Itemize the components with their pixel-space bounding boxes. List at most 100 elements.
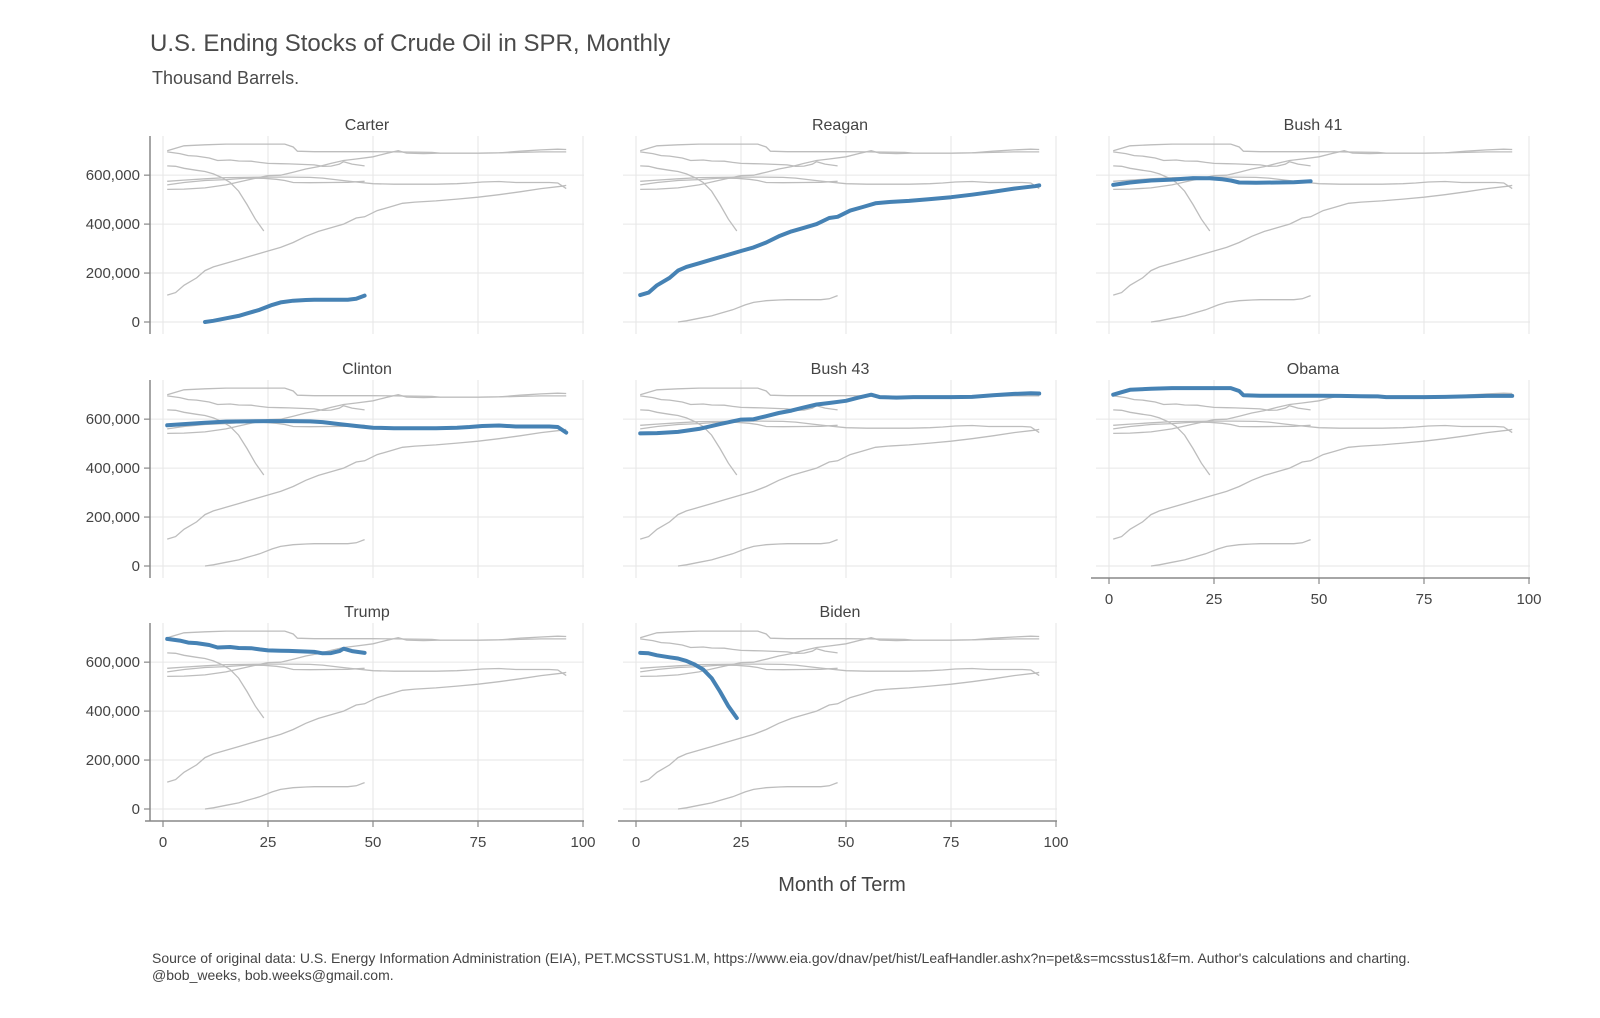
series-line-biden — [640, 409, 738, 476]
series-line-biden — [1113, 165, 1211, 232]
y-tick-label: 0 — [132, 558, 140, 575]
series-line-carter — [677, 781, 838, 810]
panel-title: Clinton — [342, 361, 392, 378]
series-line-trump — [640, 151, 838, 167]
series-line-carter — [677, 538, 838, 567]
highlight-line-trump — [165, 636, 367, 656]
series-line-clinton — [1113, 420, 1513, 434]
chart-subtitle: Thousand Barrels. — [152, 68, 300, 88]
series-line-obama — [640, 143, 1040, 154]
series-line-reagan — [167, 184, 567, 296]
x-tick-label: 75 — [470, 834, 487, 851]
panel-title: Biden — [820, 604, 861, 621]
series-line-biden — [640, 165, 738, 232]
x-tick-label: 25 — [260, 834, 277, 851]
series-line-carter — [204, 781, 365, 810]
x-tick-label: 0 — [632, 834, 640, 851]
series-line-trump — [640, 395, 838, 411]
highlight-line-bush-41 — [1111, 176, 1313, 187]
panel-reagan: Reagan — [623, 117, 1057, 334]
series-line-carter — [1150, 294, 1311, 323]
panel-title: Obama — [1287, 361, 1340, 378]
series-line-obama — [640, 630, 1040, 641]
series-line-obama — [1113, 143, 1513, 154]
x-tick-label: 0 — [1105, 591, 1113, 608]
series-line-bush-41 — [167, 177, 365, 186]
series-line-trump — [1113, 395, 1311, 411]
y-tick-label: 200,000 — [86, 752, 140, 769]
x-axis-label: Month of Term — [778, 874, 905, 896]
panel-bush-43: Bush 43 — [623, 361, 1057, 578]
series-line-clinton — [640, 420, 1040, 434]
series-line-bush-41 — [640, 177, 838, 186]
source-caption: Source of original data: U.S. Energy Inf… — [152, 950, 1411, 983]
x-tick-label: 50 — [838, 834, 855, 851]
panel-carter: Carter 0 200,000 400,000 600,000 — [86, 117, 584, 334]
series-line-obama — [167, 387, 567, 398]
highlight-line-bush-43 — [638, 391, 1042, 436]
series-line-clinton — [640, 176, 1040, 190]
y-tick-label: 200,000 — [86, 509, 140, 526]
x-tick-label: 75 — [943, 834, 960, 851]
series-line-bush-41 — [640, 421, 838, 430]
y-tick-label: 400,000 — [86, 703, 140, 720]
x-tick-label: 100 — [1043, 834, 1068, 851]
x-tick-label: 50 — [365, 834, 382, 851]
y-tick-label: 0 — [132, 314, 140, 331]
highlight-line-obama — [1111, 386, 1515, 400]
series-line-reagan — [640, 428, 1040, 540]
highlight-line-biden — [638, 650, 739, 720]
panel-title: Bush 43 — [811, 361, 870, 378]
series-line-clinton — [167, 663, 567, 677]
y-tick-label: 600,000 — [86, 411, 140, 428]
series-line-biden — [167, 409, 265, 476]
x-tick-label: 0 — [159, 834, 167, 851]
small-multiples-chart: Carter 0 200,000 400,000 600,000 Reagan Bush 4… — [86, 117, 1542, 896]
x-tick-label: 100 — [1516, 591, 1541, 608]
y-tick-label: 200,000 — [86, 265, 140, 282]
series-line-trump — [167, 395, 365, 411]
highlight-line-carter — [203, 293, 367, 324]
series-line-obama — [167, 630, 567, 641]
x-tick-label: 50 — [1311, 591, 1328, 608]
series-line-trump — [167, 151, 365, 167]
y-tick-label: 0 — [132, 801, 140, 818]
panel-title: Carter — [345, 117, 390, 134]
series-line-bush-41 — [167, 664, 365, 673]
series-line-reagan — [640, 671, 1040, 783]
highlight-line-reagan — [638, 183, 1042, 298]
panel-title: Reagan — [812, 117, 868, 134]
panel-clinton: Clinton 0 200,000 400,000 600,000 — [86, 361, 584, 578]
series-line-reagan — [1113, 428, 1513, 540]
series-line-bush-41 — [640, 664, 838, 673]
series-line-trump — [1113, 151, 1311, 167]
series-line-carter — [1150, 538, 1311, 567]
series-line-reagan — [167, 671, 567, 783]
x-tick-label: 25 — [733, 834, 750, 851]
panel-title: Bush 41 — [1284, 117, 1343, 134]
series-line-reagan — [1113, 184, 1513, 296]
y-tick-label: 400,000 — [86, 460, 140, 477]
panel-bush-41: Bush 41 — [1096, 117, 1530, 334]
series-line-bush-41 — [1113, 421, 1311, 430]
y-tick-label: 600,000 — [86, 167, 140, 184]
y-tick-label: 400,000 — [86, 216, 140, 233]
panel-obama: Obama 0 25 50 75 100 — [1091, 361, 1542, 608]
x-tick-label: 100 — [570, 834, 595, 851]
panel-trump: Trump 0 200,000 400,000 600,000 0 25 50 75 100 — [86, 604, 596, 851]
series-line-biden — [1113, 409, 1211, 476]
highlight-line-clinton — [165, 419, 569, 435]
series-line-obama — [167, 143, 567, 154]
series-line-trump — [640, 638, 838, 654]
x-tick-label: 75 — [1416, 591, 1433, 608]
series-line-biden — [167, 165, 265, 232]
series-line-carter — [204, 538, 365, 567]
panel-title: Trump — [344, 604, 390, 621]
series-line-carter — [677, 294, 838, 323]
y-tick-label: 600,000 — [86, 654, 140, 671]
x-tick-label: 25 — [1206, 591, 1223, 608]
chart-title: U.S. Ending Stocks of Crude Oil in SPR, … — [150, 30, 671, 57]
series-line-clinton — [167, 176, 567, 190]
series-line-biden — [167, 652, 265, 719]
series-line-clinton — [640, 663, 1040, 677]
